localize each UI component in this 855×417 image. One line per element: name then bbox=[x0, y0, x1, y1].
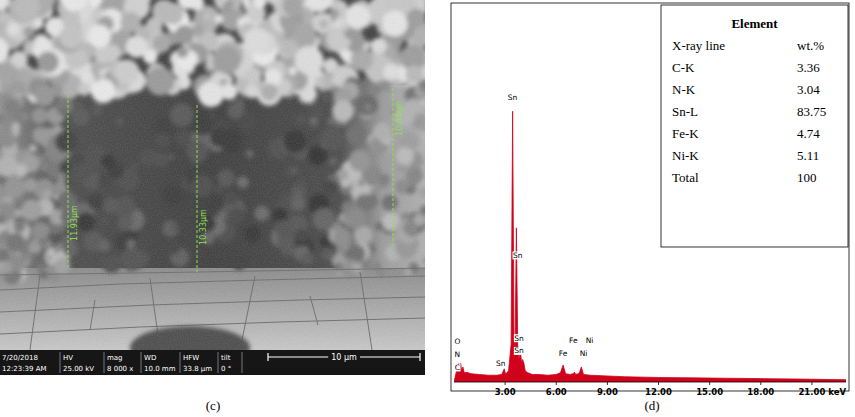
scale-bar-label: 10 µm bbox=[331, 353, 357, 362]
label-patch bbox=[454, 351, 461, 359]
measurement-label: 11.93µm bbox=[70, 205, 79, 241]
peak-label: Ni bbox=[580, 349, 588, 358]
info-text: HV bbox=[63, 354, 73, 362]
peak-label: Sn bbox=[514, 334, 524, 343]
info-bar-bg bbox=[0, 350, 425, 375]
scale-bar-end bbox=[419, 353, 420, 361]
peak-label: N bbox=[455, 350, 461, 359]
x-axis-title: keV bbox=[828, 387, 846, 397]
info-text: 33.8 µm bbox=[183, 365, 212, 373]
x-axis bbox=[454, 382, 846, 383]
scale-bar-end bbox=[267, 353, 268, 361]
table-header: X-ray line bbox=[672, 38, 725, 53]
x-tick bbox=[556, 382, 557, 385]
label-patch bbox=[579, 349, 588, 357]
element-table: Element X-ray line wt.% C-K 3.36 N-K 3.04 Sn-L 8… bbox=[661, 5, 848, 247]
label-patch bbox=[454, 338, 461, 346]
peak-label: Ni bbox=[586, 336, 594, 345]
table-cell: 100 bbox=[797, 170, 817, 185]
info-divider bbox=[218, 352, 219, 373]
table-cell: 3.04 bbox=[797, 82, 820, 97]
info-text: WD bbox=[144, 354, 156, 362]
x-tick bbox=[607, 382, 608, 385]
table-cell: Fe-K bbox=[672, 126, 699, 141]
x-tick-label: 12.00 bbox=[645, 387, 672, 397]
info-divider bbox=[180, 352, 181, 373]
label-patch bbox=[558, 349, 568, 357]
sem-background bbox=[0, 0, 425, 375]
info-text: tilt bbox=[221, 354, 231, 362]
x-tick-label: 9.00 bbox=[597, 387, 618, 397]
peak-label: Sn bbox=[496, 359, 506, 368]
x-tick-label: 15.00 bbox=[696, 387, 723, 397]
measurements: 11.93µm 10.33µm 10.64µm bbox=[68, 88, 404, 272]
x-tick bbox=[811, 382, 812, 385]
info-bar: 7/20/2018 12:23:39 AM HV 25.00 kV mag 8 000 x… bbox=[0, 350, 425, 375]
info-text: 10.0 mm bbox=[144, 365, 176, 373]
peak-label: C bbox=[455, 363, 460, 372]
measurement-label: 10.64µm bbox=[395, 100, 404, 136]
table-cell: 83.75 bbox=[797, 104, 826, 119]
peak-label: Sn bbox=[513, 251, 523, 260]
peak-label: Sn bbox=[508, 93, 518, 102]
table-title: Element bbox=[731, 16, 778, 31]
measurement-label: 10.33µm bbox=[199, 209, 208, 245]
table-header: wt.% bbox=[797, 38, 824, 53]
info-text: 25.00 kV bbox=[63, 365, 94, 373]
peak-label: O bbox=[454, 337, 460, 346]
label-patch bbox=[585, 336, 594, 344]
panel-caption: (c) bbox=[206, 398, 220, 413]
label-patch bbox=[514, 347, 525, 355]
table-cell: C-K bbox=[672, 60, 695, 75]
table-cell: N-K bbox=[672, 82, 696, 97]
label-patch bbox=[454, 363, 460, 371]
peak-label: Fe bbox=[569, 336, 578, 345]
panel-caption: (d) bbox=[644, 398, 659, 413]
scale-bar-label-bg bbox=[328, 353, 360, 362]
x-tick bbox=[760, 382, 761, 385]
label-patch bbox=[514, 334, 525, 342]
table-cell: Ni-K bbox=[672, 148, 699, 163]
label-patch bbox=[507, 94, 518, 102]
measurement-line bbox=[393, 88, 394, 248]
table-box bbox=[661, 5, 848, 247]
label-patch bbox=[569, 336, 579, 344]
x-tick bbox=[658, 382, 659, 385]
sem-image bbox=[0, 0, 425, 375]
info-divider bbox=[104, 352, 105, 373]
x-tick-label: 3.00 bbox=[495, 387, 516, 397]
label-patch bbox=[496, 360, 507, 368]
chart-frame bbox=[451, 3, 849, 391]
info-divider bbox=[60, 352, 61, 373]
x-tick-label: 18.00 bbox=[747, 387, 774, 397]
measurement-line bbox=[68, 95, 69, 268]
info-text: 8 000 x bbox=[107, 365, 133, 373]
x-tick-label: 6.00 bbox=[546, 387, 567, 397]
info-text: HFW bbox=[183, 354, 199, 362]
table-cell: 4.74 bbox=[797, 126, 820, 141]
peak-labels: SnSnSnSnSnONCFeFeNiNi bbox=[454, 93, 594, 372]
noise-overlay bbox=[0, 0, 425, 350]
label-patch bbox=[512, 251, 523, 259]
x-tick bbox=[709, 382, 710, 385]
info-text: mag bbox=[107, 354, 123, 362]
table-cell: Total bbox=[672, 170, 699, 185]
table-cell: 5.11 bbox=[797, 148, 819, 163]
info-text: 0 ° bbox=[221, 365, 231, 373]
info-text: 7/20/2018 bbox=[2, 354, 38, 362]
table-cell: 3.36 bbox=[797, 60, 820, 75]
info-text: 12:23:39 AM bbox=[2, 365, 47, 373]
peak-label: Fe bbox=[559, 349, 568, 358]
figure: 11.93µm 10.33µm 10.64µm 7/20/2018 12:23:39 A… bbox=[0, 0, 855, 417]
measurement-line bbox=[197, 105, 198, 272]
peak-label: Sn bbox=[514, 346, 524, 355]
table-cell: Sn-L bbox=[672, 104, 698, 119]
x-tick bbox=[505, 382, 506, 385]
info-divider bbox=[141, 352, 142, 373]
x-tick-label: 21.00 bbox=[798, 387, 825, 397]
info-divider bbox=[242, 352, 243, 373]
